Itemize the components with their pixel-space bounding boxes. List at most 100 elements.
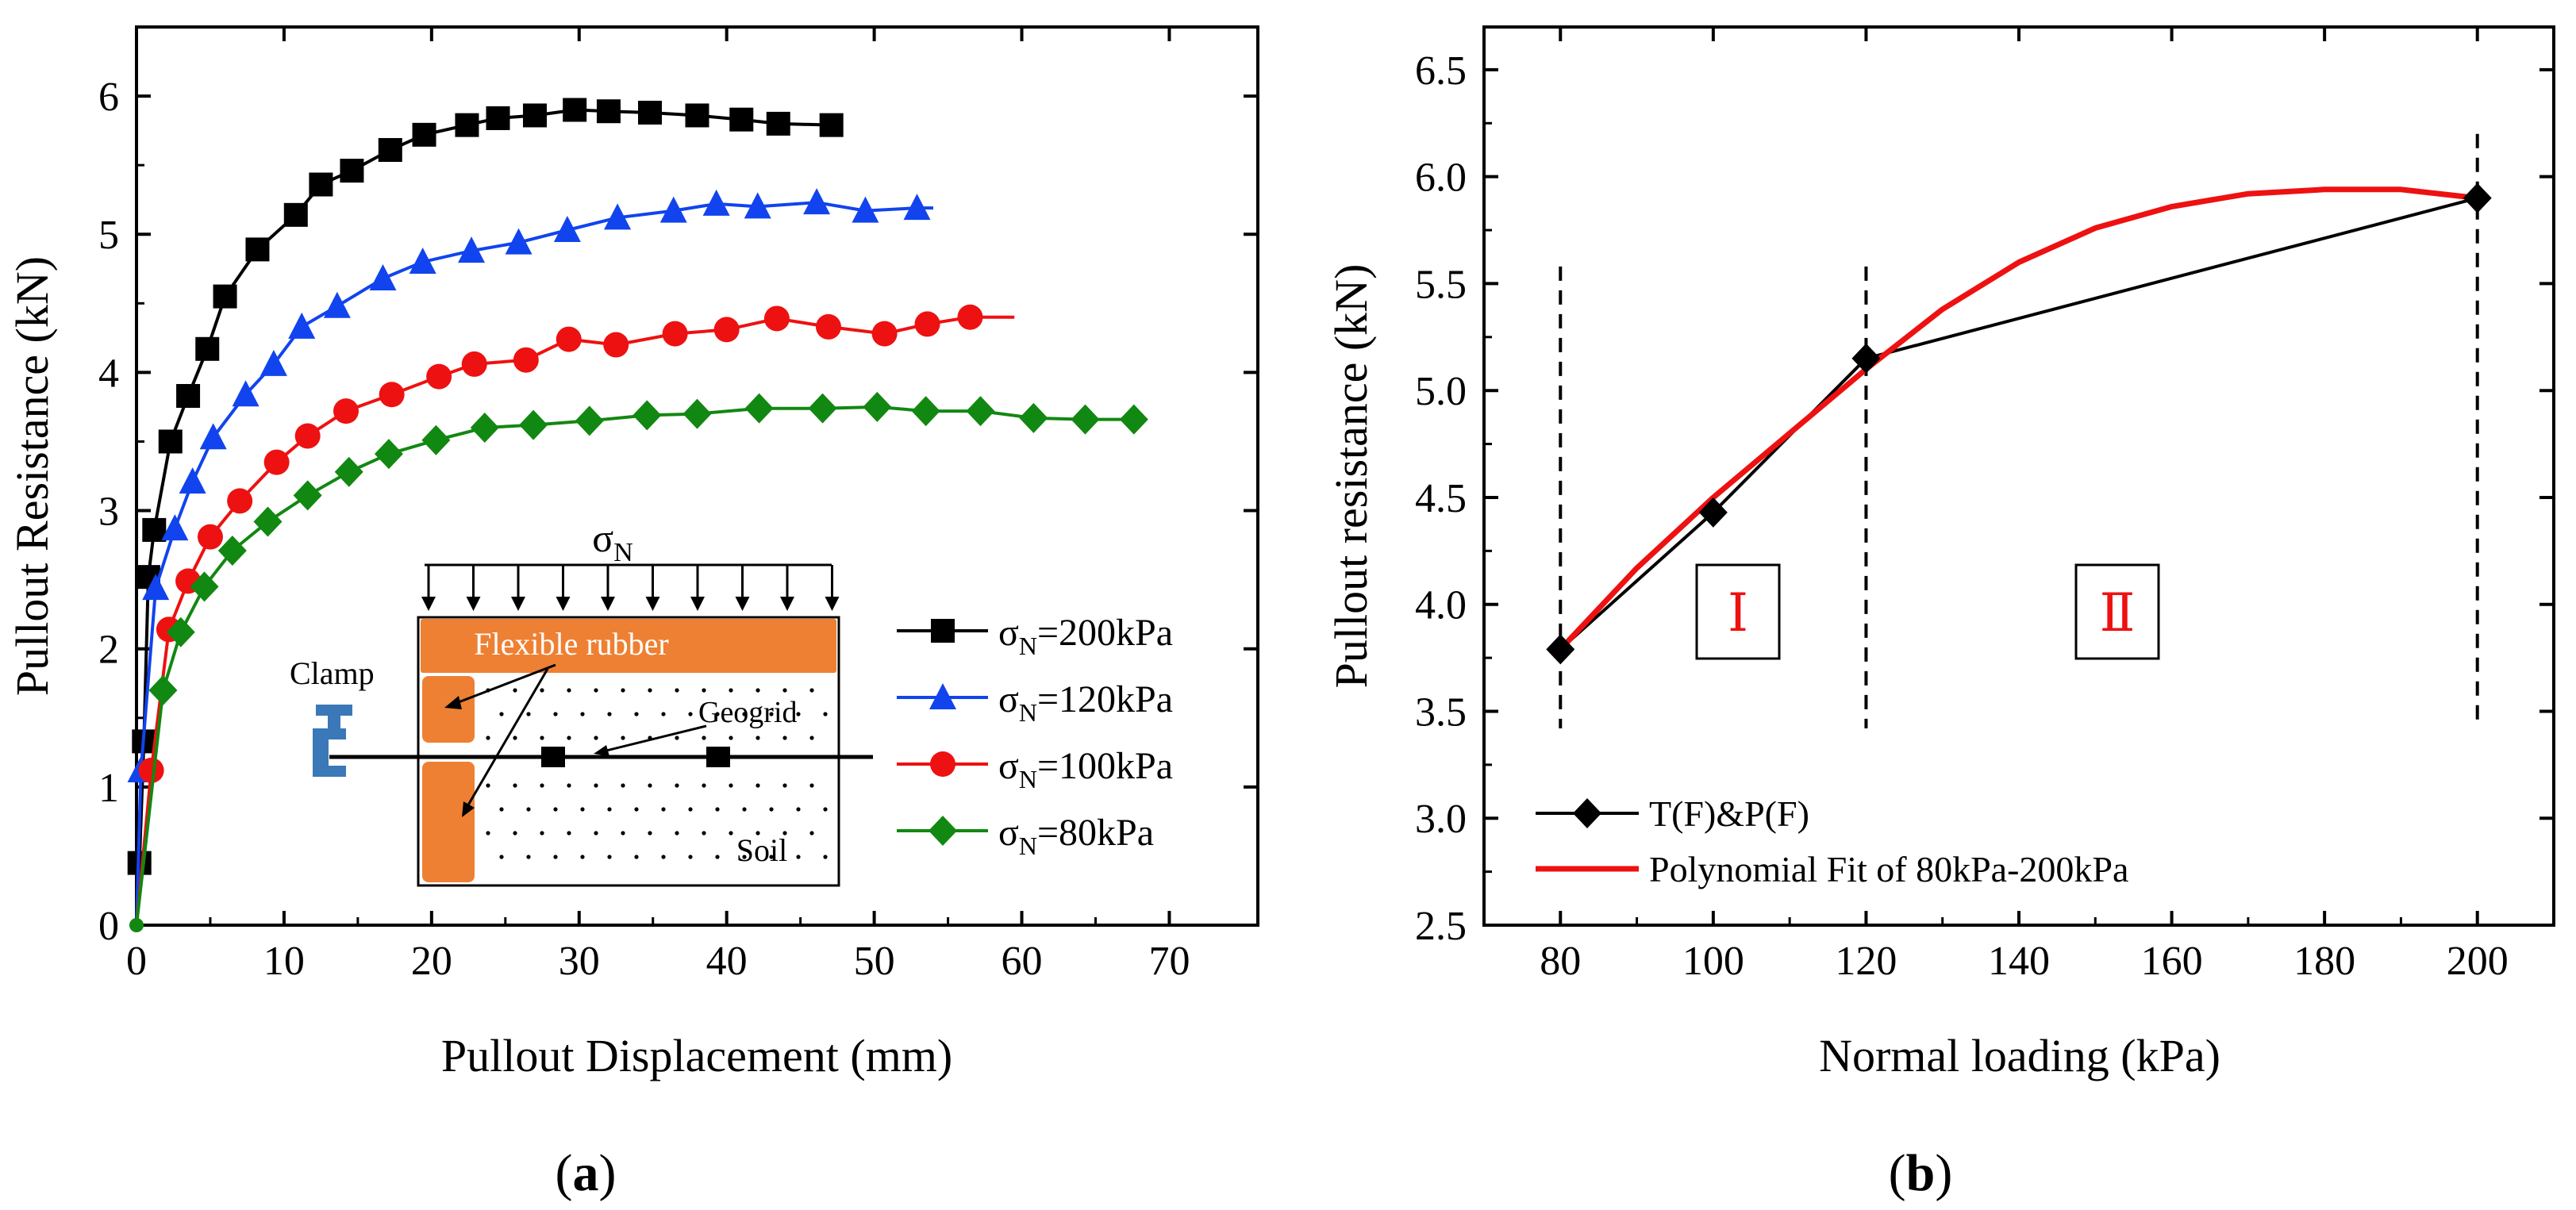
soil-dot: [540, 783, 544, 788]
soil-dot: [796, 807, 801, 812]
soil-dot: [796, 712, 801, 716]
panel-b-x-tick-label: 80: [1540, 939, 1581, 984]
soil-dot: [621, 736, 625, 740]
panel-a-y-tick-label: 1: [98, 766, 119, 811]
soil-dot: [755, 783, 760, 788]
panel-a-series-0-point: [729, 107, 754, 132]
panel-a-series-3-point: [575, 405, 604, 436]
panel-a-series-1-point: [323, 291, 351, 318]
panel-a-series-1-point: [161, 514, 189, 541]
soil-dot: [553, 855, 558, 859]
clamp-icon: [313, 705, 352, 777]
panel-a-legend-value-1: =120kPa: [1037, 678, 1173, 720]
panel-a-y-tick-label: 6: [98, 75, 119, 120]
rubber-pointer-lower-head: [462, 801, 475, 817]
panel-a-series-0-point: [340, 159, 364, 183]
panel-a-series-2-point: [556, 326, 582, 352]
panel-a-origin-point: [129, 918, 144, 932]
panel-a-series-0-point: [142, 517, 167, 542]
panel-b-y-tick-label: 4.0: [1415, 583, 1467, 628]
inset-load-arrows: [421, 565, 840, 611]
panel-a-series-2-point: [138, 757, 164, 783]
soil-dot: [486, 736, 490, 740]
soil-dot: [782, 736, 787, 740]
panel-a-series-0-point: [596, 99, 621, 124]
panel-a-series-0-point: [309, 172, 333, 197]
panel-a-legend-marker-1: [929, 683, 956, 709]
panel-a-series-3-point: [744, 393, 774, 424]
geogrid-pointer-head: [594, 745, 609, 756]
panel-a-series-3-point: [519, 409, 548, 440]
panel-a-series-3-point: [470, 413, 499, 444]
rubber-pointer-lower: [465, 668, 549, 809]
panel-a-series-0-point: [412, 122, 436, 147]
panel-a-caption: (a): [556, 1144, 617, 1202]
panel-a-legend-value-0: =200kPa: [1037, 612, 1173, 654]
soil-dot: [580, 712, 585, 716]
clamp-icon-neck: [328, 714, 340, 732]
panel-a-legend-symbol-3: σ: [998, 812, 1019, 854]
panel-a-series-3-point: [374, 439, 403, 470]
panel-a-chart: 0 10 20 30 40 50 60 70 0 1 2 3 4 5 6 Pullout Displacem…: [6, 25, 1259, 1202]
geogrid-node-1: [541, 747, 565, 767]
panel-b-series-0-point: [1851, 343, 1881, 374]
clamp-icon-jaw-bottom: [313, 766, 346, 777]
panel-a-series-1-point: [260, 349, 287, 376]
panel-a-series-0-point: [245, 237, 270, 262]
soil-dot: [634, 712, 639, 716]
panel-a-series-0-point: [819, 113, 844, 137]
soil-dot: [715, 855, 720, 859]
panel-a-series-1-point: [553, 216, 581, 243]
soil-dot: [675, 736, 679, 740]
panel-b-caption-letter: b: [1906, 1144, 1936, 1202]
panel-b-x-tick-label: 120: [1835, 939, 1897, 984]
flexible-rubber-side-upper: [422, 676, 475, 743]
pullout-test-schematic: σN Flexible rubber Geogrid Soil Clamp: [290, 516, 873, 887]
panel-a-series-2-point: [263, 449, 290, 475]
soil-dot: [688, 807, 693, 812]
soil-dot: [809, 831, 814, 835]
soil-dot: [540, 688, 544, 693]
panel-a-series-0-point: [638, 100, 663, 125]
panel-a-x-tick-label: 0: [126, 939, 147, 984]
soil-dot: [567, 688, 571, 693]
panel-a-x-tick-label: 50: [854, 939, 895, 984]
soil-dot: [634, 807, 639, 812]
flexible-rubber-top: [421, 619, 836, 673]
soil-dot: [729, 783, 733, 788]
clamp-icon-top: [316, 705, 352, 716]
panel-a-y-tick-label: 0: [98, 904, 119, 949]
load-arrow-head: [421, 597, 436, 611]
panel-b-y-tick-label: 5.0: [1415, 369, 1467, 414]
panel-a-legend-subscript-2: N: [1019, 765, 1037, 793]
panel-a-legend-subscript-0: N: [1019, 632, 1037, 660]
soil-dot: [648, 831, 652, 835]
soil-dot: [594, 831, 598, 835]
soil-dot: [567, 831, 571, 835]
soil-dot: [607, 807, 612, 812]
panel-a-series-2-point: [957, 304, 983, 330]
load-arrow-head: [780, 597, 794, 611]
panel-a-series-1-point: [288, 312, 316, 339]
panel-b-ticks: 80 100 120 140 160 180 200 2.5 3.0 3.5 4.0 4.5 5.0 5.…: [1415, 27, 2554, 984]
soil-dot: [702, 831, 706, 835]
soil-dot: [809, 688, 814, 693]
panel-a-legend-subscript-3: N: [1019, 832, 1037, 860]
panel-a-caption-close: ): [599, 1144, 617, 1202]
soil-dot: [621, 688, 625, 693]
panel-a-series-1-point: [803, 188, 831, 215]
panel-a-legend-marker-2: [930, 751, 955, 777]
panel-b-y-tick-label: 2.5: [1415, 904, 1467, 949]
panel-b-plot-area: [1546, 133, 2492, 729]
panel-a-x-axis-label: Pullout Displacement (mm): [441, 1030, 952, 1081]
panel-a-series-3-point: [1071, 404, 1100, 435]
panel-a-y-tick-label: 5: [98, 213, 119, 258]
panel-a-series-2-point: [426, 363, 452, 390]
panel-b-caption-close: ): [1935, 1144, 1952, 1202]
soil-dot: [513, 688, 517, 693]
soil-dot: [634, 855, 639, 859]
panel-a-caption-letter: a: [573, 1144, 599, 1202]
inset-load-subscript: N: [613, 538, 633, 567]
load-arrow-head: [690, 597, 705, 611]
